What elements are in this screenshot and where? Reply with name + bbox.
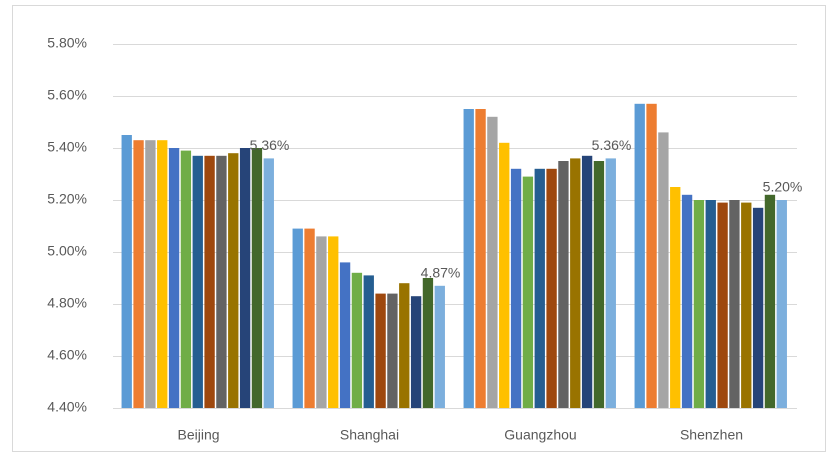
bar <box>422 278 434 408</box>
data-label: 4.87% <box>421 265 461 281</box>
bar <box>251 148 263 408</box>
bar <box>634 103 645 409</box>
y-tick-label: 4.40% <box>47 399 87 415</box>
bar <box>434 285 445 408</box>
y-tick-label: 4.60% <box>47 347 87 363</box>
bar <box>487 116 498 409</box>
bar <box>593 161 605 408</box>
bar <box>157 140 168 408</box>
bar <box>475 109 486 408</box>
x-tick-label: Beijing <box>177 427 219 443</box>
bar <box>351 272 363 408</box>
bar <box>558 161 569 408</box>
bar <box>581 155 593 408</box>
bar <box>764 194 776 408</box>
bar <box>304 228 315 408</box>
bar <box>741 202 752 408</box>
bar <box>752 207 764 408</box>
y-tick-label: 5.60% <box>47 87 87 103</box>
bar <box>133 140 144 408</box>
bar <box>693 200 705 408</box>
bar <box>658 132 669 408</box>
bar <box>670 187 681 408</box>
y-tick-label: 5.00% <box>47 243 87 259</box>
bar <box>646 103 657 409</box>
bar <box>534 168 545 408</box>
bar <box>499 142 510 409</box>
bar <box>410 296 422 408</box>
bar <box>204 155 215 408</box>
y-tick-label: 5.20% <box>47 191 87 207</box>
bar <box>363 275 374 408</box>
bar <box>145 140 156 408</box>
bar <box>705 200 716 408</box>
y-tick-label: 4.80% <box>47 295 87 311</box>
bar <box>510 168 522 408</box>
bar <box>387 293 398 408</box>
bar <box>121 135 132 408</box>
x-tick-label: Shanghai <box>340 427 399 443</box>
bar <box>605 158 616 408</box>
bar <box>228 153 239 408</box>
x-tick-label: Shenzhen <box>680 427 743 443</box>
data-label: 5.20% <box>763 179 803 195</box>
x-tick-label: Guangzhou <box>504 427 576 443</box>
bar <box>729 200 740 408</box>
bar <box>399 283 410 408</box>
bar <box>316 236 327 408</box>
bar <box>681 194 693 408</box>
data-label: 5.36% <box>592 137 632 153</box>
y-tick-label: 5.40% <box>47 139 87 155</box>
bar <box>546 168 557 408</box>
y-tick-label: 5.80% <box>47 35 87 51</box>
bar <box>168 148 180 408</box>
bar <box>239 148 251 408</box>
bar <box>463 109 474 408</box>
bar <box>570 158 581 408</box>
bar <box>263 158 274 408</box>
bar <box>192 155 203 408</box>
bar <box>328 236 339 408</box>
bar <box>375 293 386 408</box>
bar <box>339 262 351 408</box>
bar <box>180 150 192 408</box>
data-label: 5.36% <box>250 137 290 153</box>
bar <box>292 228 303 408</box>
bar <box>522 176 534 408</box>
bar <box>717 202 728 408</box>
bar <box>776 200 787 408</box>
bar <box>216 155 227 408</box>
